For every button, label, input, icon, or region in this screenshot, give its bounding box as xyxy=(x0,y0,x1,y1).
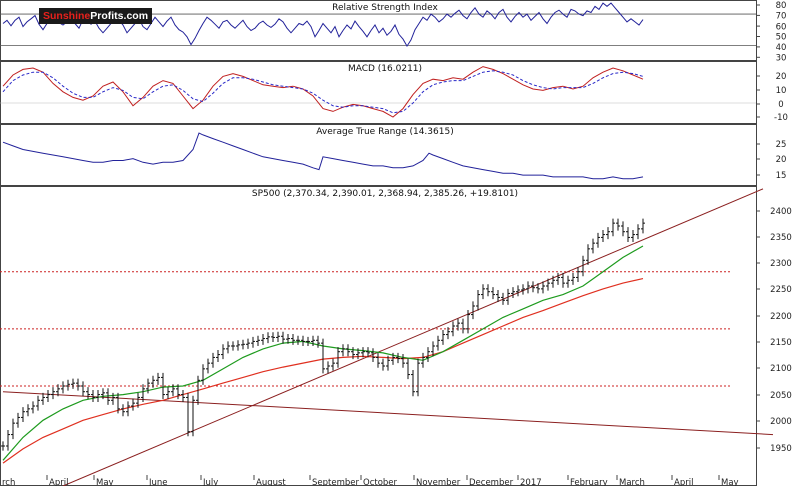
panel-frame xyxy=(0,0,757,61)
y-tick-label: 30 xyxy=(776,54,787,64)
y-tick-label: 40 xyxy=(776,43,787,53)
x-tick-label: April xyxy=(49,478,68,486)
trend-line xyxy=(62,188,764,486)
y-tick-label: 0 xyxy=(778,100,783,110)
panel-title: MACD (16.0211) xyxy=(348,64,422,74)
price-bars xyxy=(1,218,645,451)
x-tick-label: March xyxy=(619,478,645,486)
x-tick-label: February xyxy=(570,478,608,486)
x-tick-label: July xyxy=(202,478,218,486)
y-tick-label: 2350 xyxy=(770,233,792,243)
x-tick-label: 2017 xyxy=(520,478,542,486)
panel-title: SP500 (2,370.34, 2,390.01, 2,368.94, 2,3… xyxy=(252,189,518,199)
x-tick-label: November xyxy=(416,478,461,486)
y-tick-label: 15 xyxy=(776,171,787,181)
y-tick-label: 10 xyxy=(776,86,787,96)
y-tick-label: 25 xyxy=(776,140,787,150)
y-tick-label: 2250 xyxy=(770,285,792,295)
macd-line xyxy=(2,66,644,118)
y-tick-label: 80 xyxy=(776,1,787,11)
logo-text-domain: .com xyxy=(123,10,149,22)
panel-title: Relative Strength Index xyxy=(332,3,438,13)
x-tick-label: October xyxy=(363,478,398,486)
y-tick-label: 2300 xyxy=(770,259,792,269)
x-tick-label: rch xyxy=(2,478,15,486)
x-tick-label: December xyxy=(469,478,514,486)
x-tick-label: September xyxy=(312,478,359,486)
y-tick-label: 70 xyxy=(776,12,787,22)
y-tick-label: 20 xyxy=(776,155,787,165)
y-tick-label: 60 xyxy=(776,22,787,32)
y-tick-label: 2050 xyxy=(770,391,792,401)
y-tick-label: 50 xyxy=(776,33,787,43)
panel-frame xyxy=(0,124,757,186)
macd-signal-line xyxy=(2,70,644,114)
logo-text-sunshine: Sunshine xyxy=(43,10,91,22)
trend-line xyxy=(2,391,774,436)
panel-frame xyxy=(0,61,757,124)
y-tick-label: 2150 xyxy=(770,338,792,348)
panel-title: Average True Range (14.3615) xyxy=(316,127,453,137)
y-tick-label: -10 xyxy=(774,113,788,123)
x-tick-label: May xyxy=(721,478,739,486)
x-tick-label: May xyxy=(96,478,114,486)
x-tick-label: August xyxy=(256,478,286,486)
y-tick-label: 2200 xyxy=(770,312,792,322)
y-tick-label: 2400 xyxy=(770,207,792,217)
atr-line xyxy=(2,132,644,180)
y-tick-label: 1950 xyxy=(770,444,792,454)
y-tick-label: 2000 xyxy=(770,417,792,427)
brand-logo[interactable]: SunshineProfits.com xyxy=(39,8,153,24)
y-tick-label: 2100 xyxy=(770,364,792,374)
rsi-line xyxy=(2,2,644,48)
y-tick-label: 20 xyxy=(776,72,787,82)
x-tick-label: April xyxy=(674,478,693,486)
x-tick-label: June xyxy=(148,478,168,486)
logo-text-profits: Profits xyxy=(90,10,124,22)
